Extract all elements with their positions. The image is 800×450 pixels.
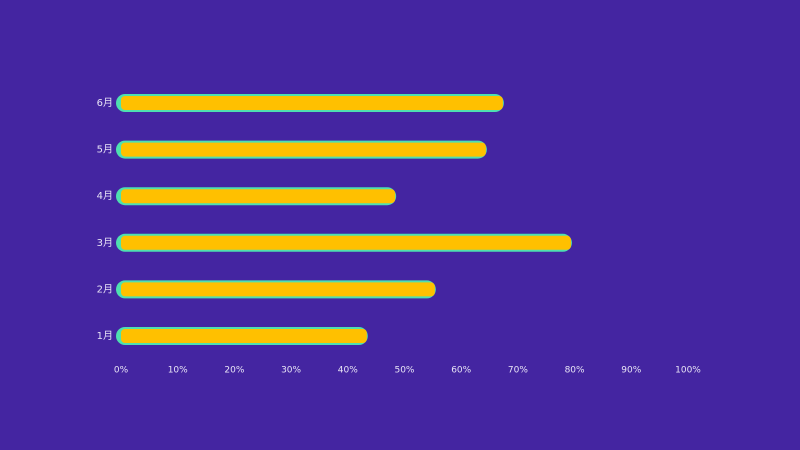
y-tick-label: 5月 [97,144,113,156]
x-tick-label: 20% [224,366,244,376]
x-tick-label: 90% [621,366,641,376]
x-tick-label: 70% [508,366,528,376]
x-tick-label: 40% [338,366,358,376]
bar [121,189,396,204]
x-tick-label: 50% [394,366,414,376]
bar [121,282,435,297]
y-tick-label: 3月 [97,237,113,249]
y-tick-label: 2月 [97,283,113,295]
x-tick-label: 10% [168,366,188,376]
bar [121,329,367,343]
x-tick-label: 0% [114,366,129,376]
y-tick-label: 6月 [97,97,113,109]
x-tick-label: 30% [281,366,301,376]
bar [121,142,486,157]
x-tick-label: 100% [675,366,701,376]
x-tick-label: 60% [451,366,471,376]
bar [121,235,571,250]
y-tick-label: 4月 [97,190,113,202]
bar [121,96,503,110]
y-tick-label: 1月 [97,330,113,342]
x-tick-label: 80% [565,366,585,376]
